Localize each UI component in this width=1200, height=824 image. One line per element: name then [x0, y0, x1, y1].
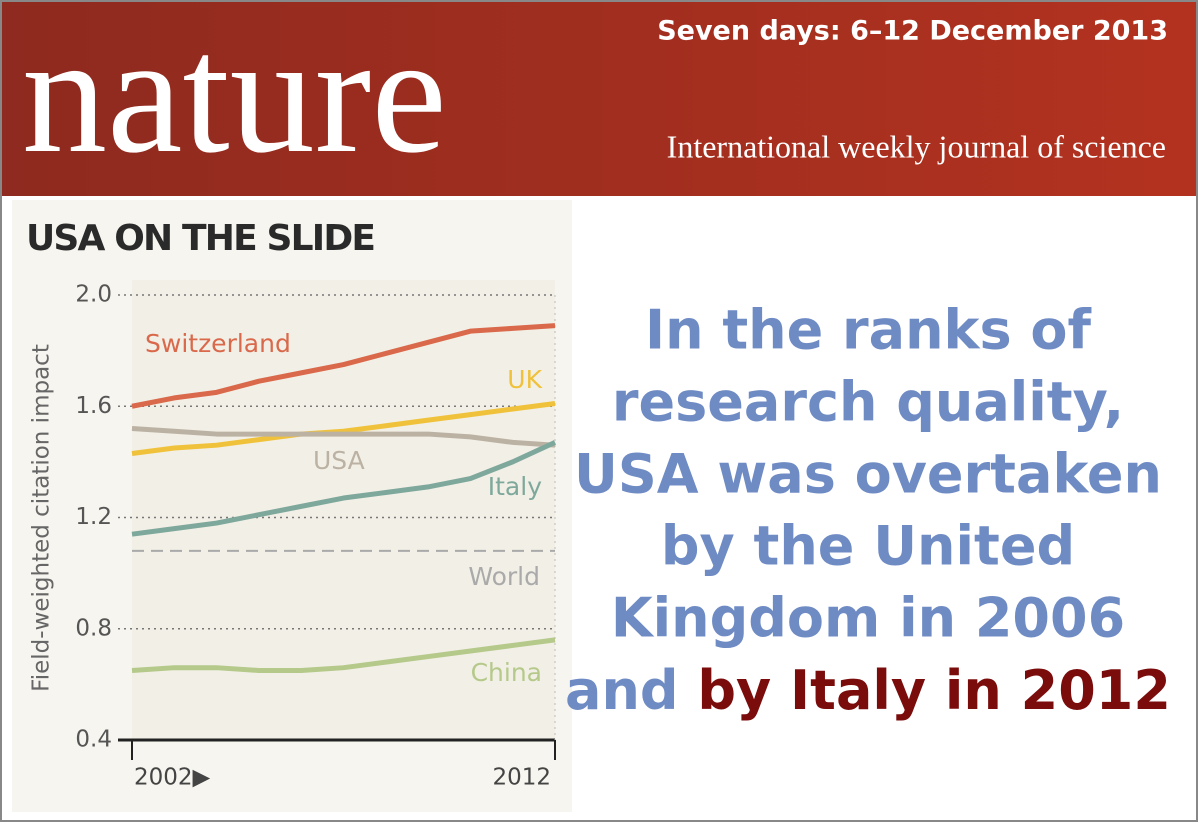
- headline-line: Kingdom in 2006: [611, 587, 1125, 650]
- chart-title: USA ON THE SLIDE: [26, 218, 376, 259]
- series-label: USA: [313, 446, 365, 475]
- series-line: [131, 400, 556, 457]
- headline-line: USA was overtaken: [574, 443, 1162, 506]
- headline-space: [679, 659, 698, 722]
- tagline: International weekly journal of science: [667, 128, 1166, 164]
- series-label: China: [471, 658, 542, 687]
- headline-line: by the United: [661, 515, 1075, 578]
- plot: 0.4 0.8 1.2 1.6 2.0 2002▶ 2012 World Switzerland…: [75, 280, 557, 791]
- series-label: Italy: [488, 472, 542, 501]
- headline-text: and: [565, 659, 679, 722]
- series-line: [131, 637, 556, 673]
- y-tick-label: 0.8: [75, 615, 112, 641]
- headline-line: and by Italy in 2012: [565, 659, 1171, 722]
- series-label: UK: [507, 365, 542, 394]
- series-line: [131, 323, 556, 409]
- x-tick-label: 2002▶: [134, 765, 211, 791]
- reference-label: World: [468, 562, 540, 591]
- y-tick-label: 0.4: [75, 727, 112, 753]
- headline: In the ranks of research quality, USA was …: [565, 299, 1171, 722]
- headline-highlight: by Italy in 2012: [697, 659, 1171, 722]
- dateline: Seven days: 6–12 December 2013: [657, 16, 1168, 47]
- headline-line: In the ranks of: [645, 299, 1091, 362]
- headline-line: research quality,: [612, 371, 1124, 434]
- series-line: [131, 426, 556, 448]
- y-axis-label: Field-weighted citation impact: [29, 344, 55, 692]
- y-tick-label: 1.6: [75, 393, 112, 419]
- series-line: [131, 440, 557, 537]
- header-band: [2, 2, 1196, 196]
- plot-area: [132, 280, 555, 740]
- y-tick-label: 2.0: [75, 282, 112, 308]
- series-label: Switzerland: [145, 329, 291, 358]
- logo: nature: [22, 0, 447, 188]
- x-tick-label: 2012: [492, 765, 551, 791]
- y-tick-label: 1.2: [75, 504, 112, 530]
